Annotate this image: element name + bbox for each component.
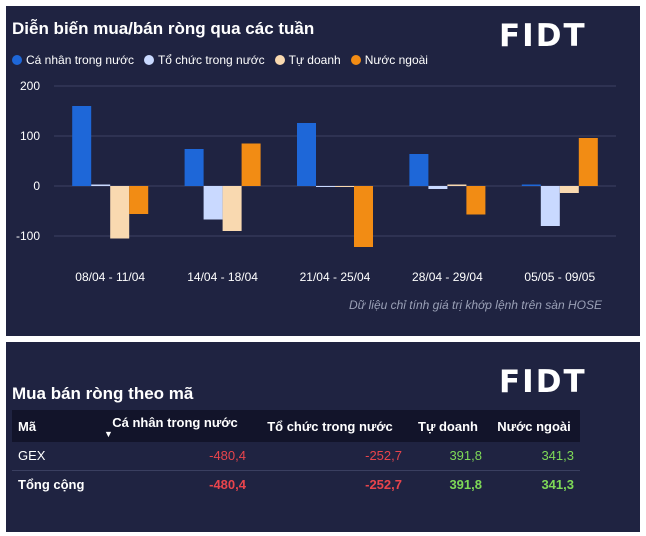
cell-tu-doanh: 391,8 <box>408 442 488 471</box>
table-panel: Mua bán ròng theo mã FIDT Mã Cá nhân tro… <box>6 342 640 532</box>
header-ca-nhan-label: Cá nhân trong nước <box>112 414 238 430</box>
bar-nuoc-ngoai[interactable] <box>241 143 261 187</box>
bar-nuoc-ngoai[interactable] <box>129 186 149 214</box>
chart-legend: Cá nhân trong nước Tổ chức trong nước Tự… <box>12 53 428 67</box>
bar-to-chuc[interactable] <box>540 186 560 226</box>
x-tick-label: 14/04 - 18/04 <box>187 270 258 284</box>
bar-ca-nhan[interactable] <box>521 184 541 187</box>
legend-item-to-chuc[interactable]: Tổ chức trong nước <box>143 53 265 67</box>
table-row[interactable]: GEX -480,4 -252,7 391,8 341,3 <box>12 442 580 471</box>
legend-label: Nước ngoài <box>364 53 428 67</box>
cell-total-label: Tổng cộng <box>18 476 85 492</box>
legend-label: Tự doanh <box>288 53 341 67</box>
x-tick-label: 08/04 - 11/04 <box>75 270 145 284</box>
table-header-row: Mã Cá nhân trong nước ▼ Tổ chức trong nư… <box>12 410 580 442</box>
y-tick-label: -100 <box>16 229 40 243</box>
bar-tu-doanh[interactable] <box>222 186 242 231</box>
cell-to-chuc: -252,7 <box>252 442 408 471</box>
bar-ca-nhan[interactable] <box>184 149 204 186</box>
legend-dot-nuoc-ngoai <box>350 55 361 65</box>
legend-item-nuoc-ngoai[interactable]: Nước ngoài <box>350 53 428 67</box>
y-tick-label: 0 <box>33 179 40 193</box>
bar-ca-nhan[interactable] <box>297 123 316 186</box>
table-total-row: Tổng cộng -480,4 -252,7 391,8 341,3 <box>12 470 580 498</box>
table-title: Mua bán ròng theo mã <box>12 384 194 403</box>
chart-title: Diễn biến mua/bán ròng qua các tuần <box>12 19 315 38</box>
header-tu-doanh[interactable]: Tự doanh <box>408 410 488 442</box>
header-nuoc-ngoai[interactable]: Nước ngoài <box>488 410 580 442</box>
legend-dot-ca-nhan <box>12 55 22 65</box>
y-tick-label: 200 <box>20 79 40 93</box>
bar-nuoc-ngoai[interactable] <box>354 186 373 247</box>
net-trading-table: Mã Cá nhân trong nước ▼ Tổ chức trong nư… <box>12 410 580 498</box>
cell-total-ca-nhan: -480,4 <box>209 476 246 492</box>
bar-to-chuc[interactable] <box>316 186 335 187</box>
bar-nuoc-ngoai[interactable] <box>578 138 598 186</box>
legend-label: Tổ chức trong nước <box>157 53 265 67</box>
x-tick-label: 28/04 - 29/04 <box>412 270 483 284</box>
header-ma[interactable]: Mã <box>12 410 98 442</box>
header-ca-nhan[interactable]: Cá nhân trong nước ▼ <box>98 410 252 442</box>
cell-nuoc-ngoai: 341,3 <box>488 442 580 471</box>
data-note: Dữ liệu chỉ tính giá trị khớp lệnh trên … <box>349 298 602 312</box>
bar-to-chuc[interactable] <box>91 184 111 187</box>
cell-total-to-chuc: -252,7 <box>365 476 402 492</box>
y-tick-label: 100 <box>20 129 40 143</box>
cell-total-tu-doanh: 391,8 <box>449 476 482 492</box>
bar-tu-doanh[interactable] <box>335 186 354 187</box>
bar-ca-nhan[interactable] <box>72 106 92 186</box>
legend-label: Cá nhân trong nước <box>26 53 134 67</box>
bar-to-chuc[interactable] <box>203 186 223 220</box>
cell-ca-nhan: -480,4 <box>98 442 252 471</box>
fidt-logo: FIDT <box>499 18 587 54</box>
chart-panel: Diễn biến mua/bán ròng qua các tuần FIDT… <box>6 6 640 336</box>
bar-tu-doanh[interactable] <box>447 184 467 187</box>
bar-nuoc-ngoai[interactable] <box>466 186 486 215</box>
bar-tu-doanh[interactable] <box>559 186 579 193</box>
cell-total-nuoc-ngoai: 341,3 <box>541 476 574 492</box>
bar-tu-doanh[interactable] <box>110 186 130 239</box>
bar-ca-nhan[interactable] <box>409 154 429 186</box>
x-tick-label: 21/04 - 25/04 <box>300 270 371 284</box>
legend-dot-tu-doanh <box>274 55 285 65</box>
legend-item-tu-doanh[interactable]: Tự doanh <box>274 53 341 67</box>
header-to-chuc[interactable]: Tổ chức trong nước <box>252 410 408 442</box>
legend-item-ca-nhan[interactable]: Cá nhân trong nước <box>12 53 134 67</box>
fidt-logo: FIDT <box>499 364 587 400</box>
bar-to-chuc[interactable] <box>428 186 448 189</box>
legend-dot-to-chuc <box>143 55 154 65</box>
cell-ma: GEX <box>12 442 98 471</box>
sort-desc-icon[interactable]: ▼ <box>104 428 113 439</box>
x-tick-label: 05/05 - 09/05 <box>524 270 595 284</box>
bar-chart: -100 0 100 200 08/04 - 11/04 14/04 - 18/04 21/… <box>16 79 616 284</box>
